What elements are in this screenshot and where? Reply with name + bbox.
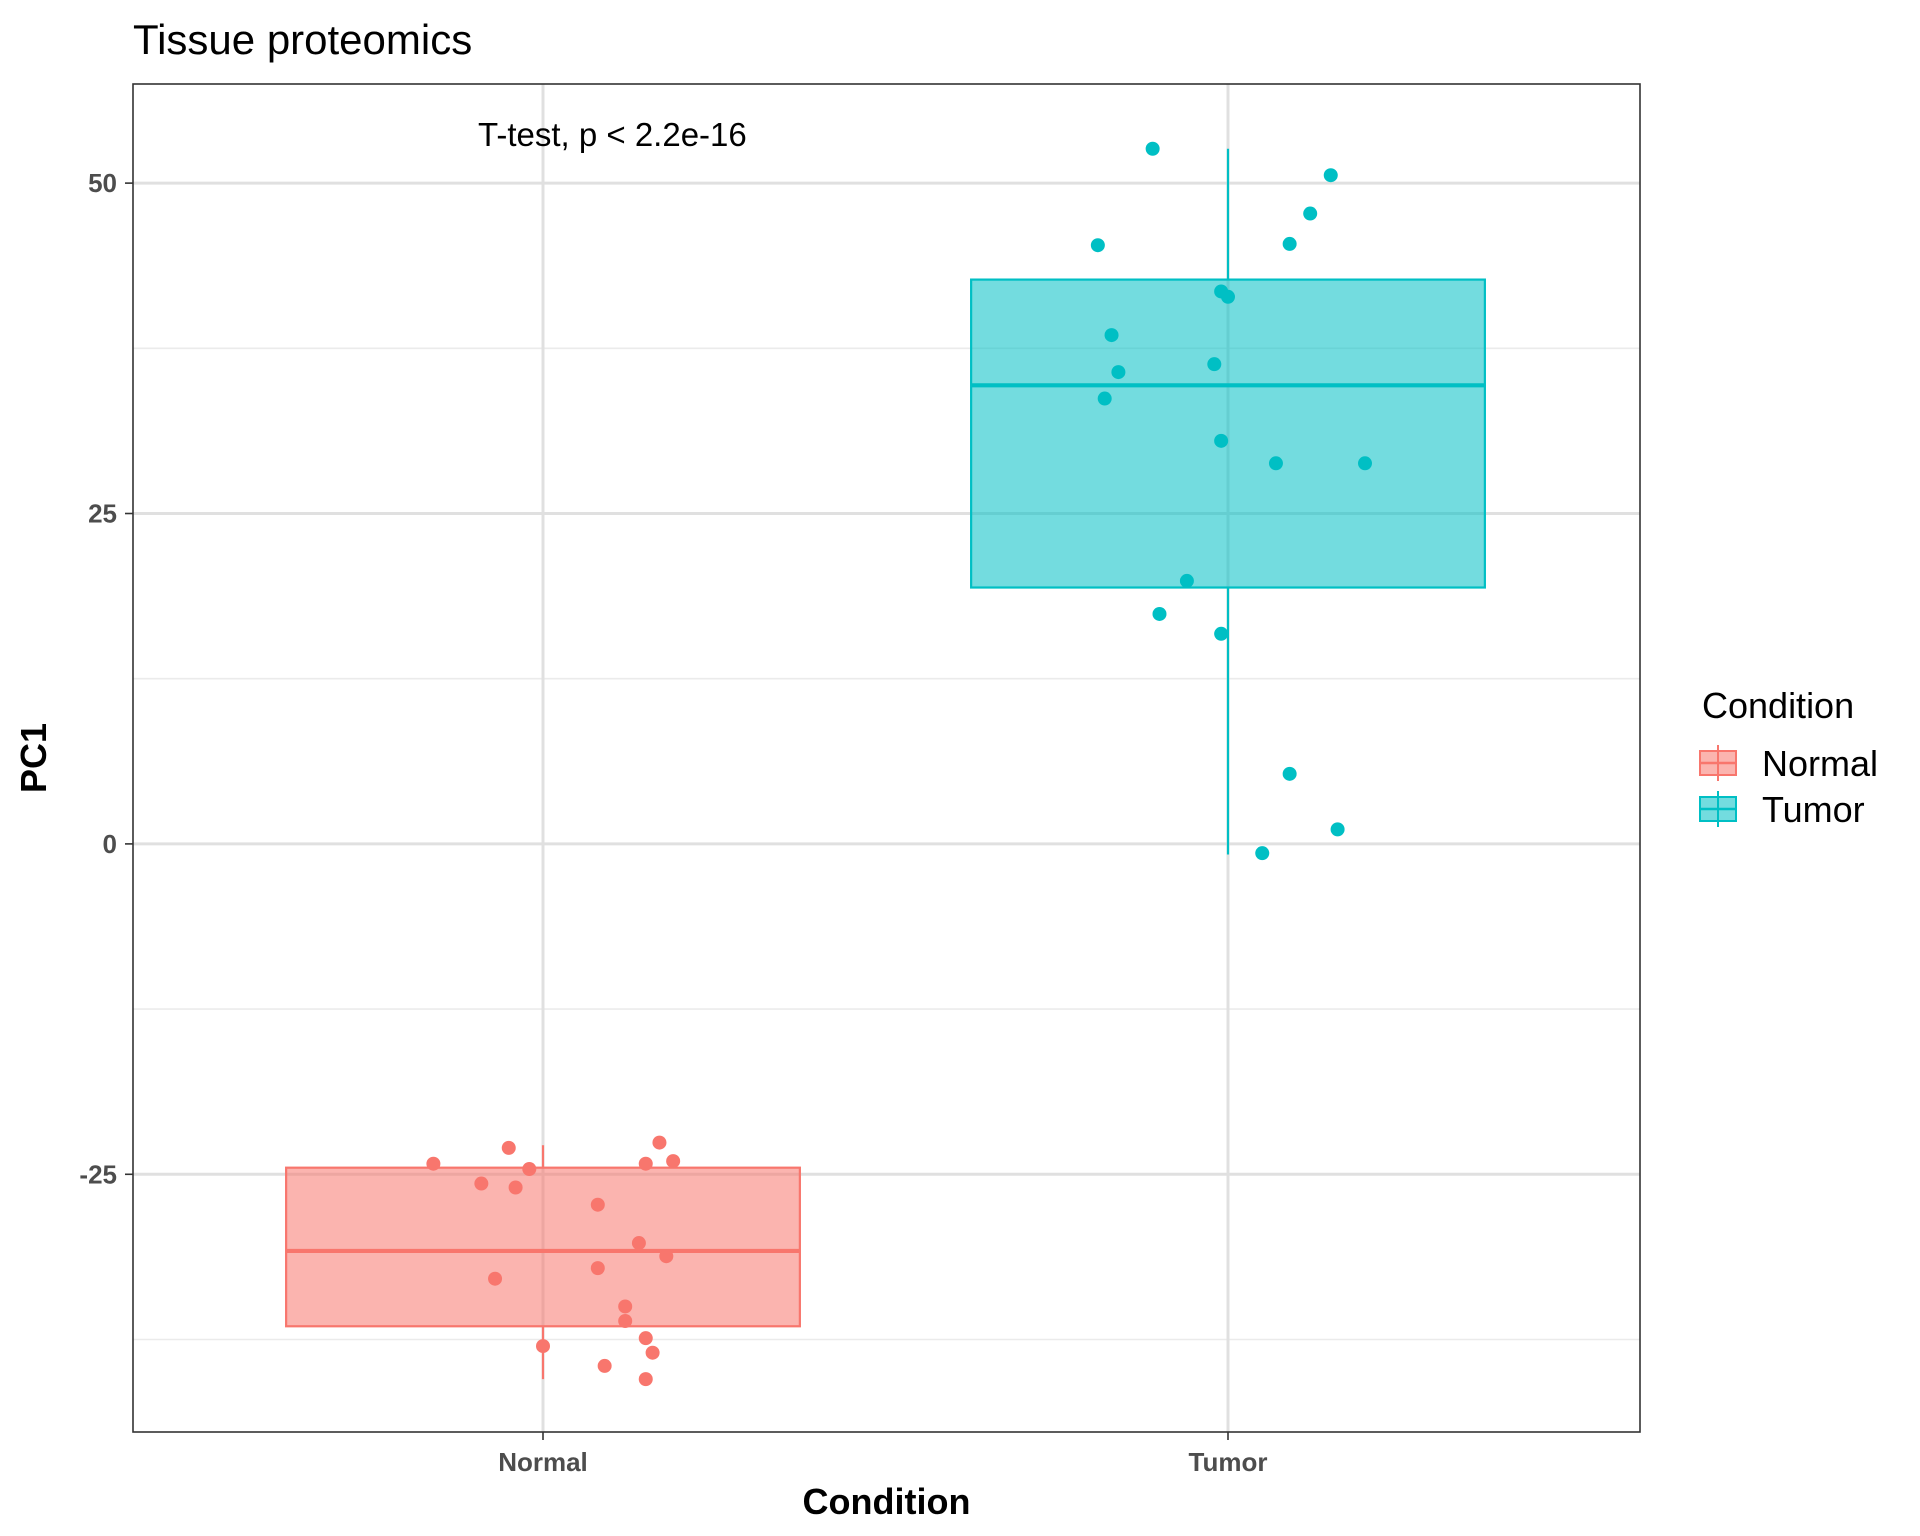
data-point xyxy=(1145,141,1160,156)
y-tick-label: 50 xyxy=(88,168,117,198)
data-point xyxy=(1282,236,1297,251)
data-point xyxy=(1330,822,1345,837)
data-point xyxy=(1090,238,1105,253)
box-body xyxy=(970,278,1486,589)
data-point xyxy=(501,1140,516,1155)
data-point xyxy=(1303,206,1318,221)
data-point xyxy=(1214,626,1229,641)
legend-label: Tumor xyxy=(1762,789,1865,830)
x-axis-title: Condition xyxy=(803,1481,971,1522)
data-point xyxy=(536,1339,550,1354)
data-point xyxy=(1152,606,1167,621)
data-point xyxy=(659,1249,674,1264)
y-tick-label: 25 xyxy=(88,499,117,529)
data-point xyxy=(1214,433,1229,448)
data-point xyxy=(1268,456,1283,471)
data-point xyxy=(652,1135,667,1150)
legend-label: Normal xyxy=(1762,743,1878,784)
data-point xyxy=(1323,168,1338,183)
data-point xyxy=(638,1331,653,1346)
chart-title: Tissue proteomics xyxy=(133,16,472,63)
legend: Condition Normal Tumor xyxy=(1699,685,1878,830)
data-point xyxy=(618,1313,633,1328)
data-point xyxy=(508,1180,523,1195)
data-point xyxy=(590,1261,605,1276)
data-point xyxy=(597,1358,612,1373)
data-point xyxy=(1111,365,1126,380)
data-point xyxy=(488,1271,503,1286)
data-point xyxy=(1282,766,1297,781)
y-tick-label: -25 xyxy=(79,1159,117,1189)
data-point xyxy=(666,1154,681,1169)
x-tick-label: Tumor xyxy=(1189,1447,1268,1477)
data-point xyxy=(522,1162,537,1177)
data-point xyxy=(638,1156,653,1171)
box-tumor xyxy=(970,148,1486,855)
legend-title: Condition xyxy=(1702,685,1854,726)
data-point xyxy=(638,1372,653,1387)
data-point xyxy=(474,1176,489,1191)
data-point xyxy=(1179,573,1194,588)
point-layer xyxy=(426,141,1372,1387)
panel-border xyxy=(132,83,1641,1433)
box-body xyxy=(285,1166,801,1328)
data-point xyxy=(1207,357,1222,372)
box-layer xyxy=(285,148,1486,1380)
legend-item-normal: Normal xyxy=(1699,743,1878,784)
data-point xyxy=(1221,289,1235,304)
data-point xyxy=(1255,846,1270,861)
data-point xyxy=(1358,456,1372,471)
data-point xyxy=(618,1299,633,1314)
legend-item-tumor: Tumor xyxy=(1699,789,1865,830)
data-point xyxy=(426,1156,441,1171)
x-tick-label: Normal xyxy=(498,1447,588,1477)
box-normal xyxy=(285,1145,801,1380)
y-tick-label: 0 xyxy=(103,829,117,859)
data-point xyxy=(1104,328,1119,343)
axis-layer: -25 0 25 50 Normal Tumor xyxy=(79,168,1267,1477)
data-point xyxy=(645,1345,660,1360)
data-point xyxy=(631,1236,646,1251)
t-test-annotation: T-test, p < 2.2e-16 xyxy=(478,116,747,153)
data-point xyxy=(1097,391,1112,406)
data-point xyxy=(590,1197,605,1212)
y-axis-title: PC1 xyxy=(13,723,54,793)
